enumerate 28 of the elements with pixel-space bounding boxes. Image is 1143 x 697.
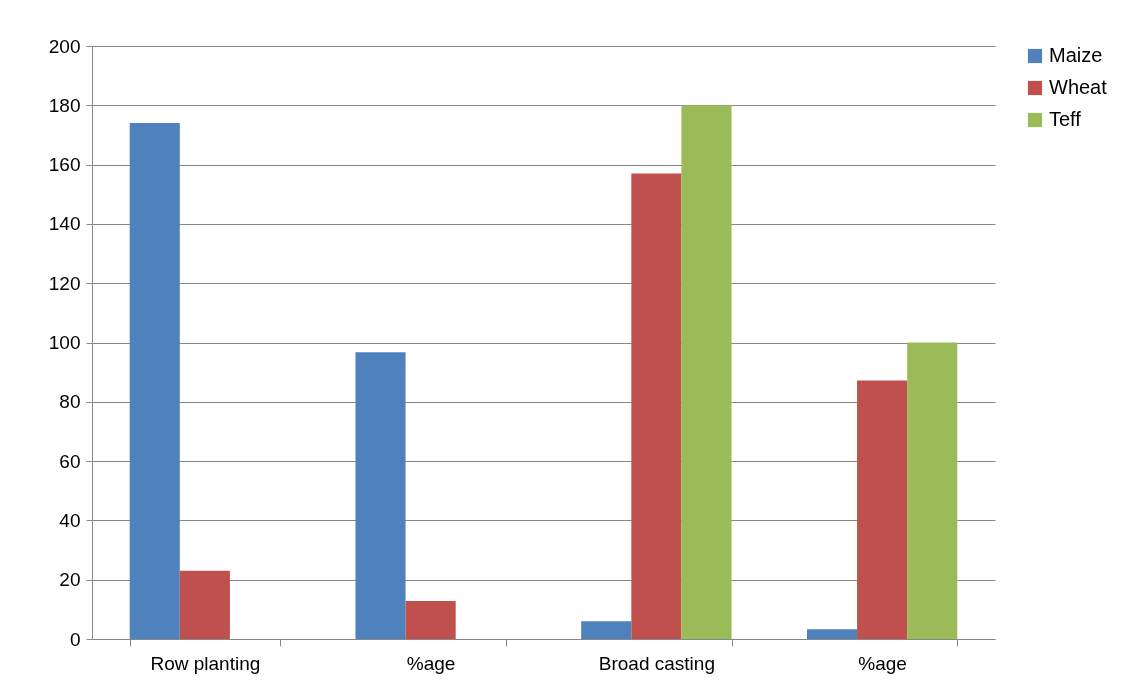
y-tick-label: 120	[48, 272, 81, 294]
bar	[129, 123, 180, 639]
bar	[631, 173, 682, 639]
x-tick-label: Row planting	[150, 652, 261, 674]
bar	[581, 621, 632, 639]
y-tick-label: 20	[59, 569, 81, 591]
bar	[405, 601, 456, 639]
bar	[681, 105, 732, 639]
y-tick-label: 160	[48, 154, 81, 176]
y-tick-label: 140	[48, 213, 81, 235]
x-tick-label: %age	[858, 652, 907, 674]
y-tick-label: 80	[59, 391, 81, 413]
y-tick-label: 0	[69, 628, 81, 650]
x-tick-label: Broad casting	[598, 652, 715, 674]
bar	[355, 352, 406, 639]
bar	[907, 342, 958, 639]
y-tick-label: 60	[59, 450, 81, 472]
y-tick-label: 40	[59, 509, 81, 531]
bar	[857, 380, 908, 639]
y-tick-label: 200	[48, 35, 81, 57]
legend-label: Wheat	[1049, 76, 1108, 98]
legend-label: Teff	[1049, 108, 1082, 130]
y-tick-label: 100	[48, 332, 81, 353]
y-tick-label: 180	[48, 94, 81, 116]
legend-label: Maize	[1049, 44, 1103, 66]
bar	[806, 629, 858, 639]
bar	[179, 570, 230, 639]
x-tick-label: %age	[406, 652, 456, 674]
